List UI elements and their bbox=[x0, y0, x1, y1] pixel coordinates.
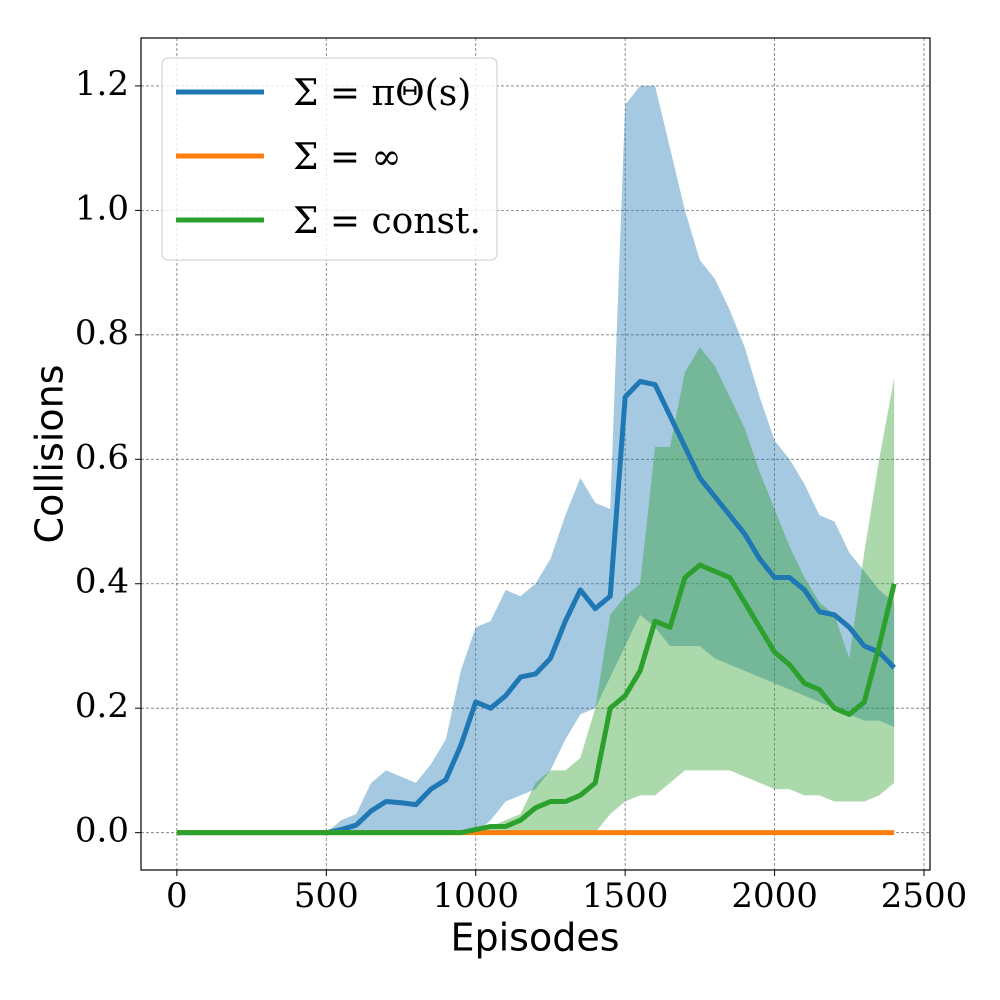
x-tick-label: 2000 bbox=[731, 876, 818, 916]
series-line bbox=[176, 562, 897, 836]
legend-label: Σ = πΘ(s) bbox=[293, 73, 471, 114]
legend-label: Σ = const. bbox=[293, 201, 481, 242]
legend-label: Σ = ∞ bbox=[293, 137, 402, 178]
confidence-band bbox=[176, 347, 895, 833]
y-tick-label: 0.2 bbox=[75, 686, 129, 726]
y-axis-label: Collisions bbox=[28, 365, 72, 544]
x-tick-label: 1000 bbox=[432, 876, 519, 916]
plot-frame bbox=[140, 37, 931, 871]
x-tick-label: 500 bbox=[294, 876, 359, 916]
y-tick-label: 1.2 bbox=[75, 64, 129, 104]
y-tick-label: 0.8 bbox=[75, 313, 129, 353]
x-tick-label: 1500 bbox=[582, 876, 669, 916]
x-tick-label: 2500 bbox=[881, 876, 968, 916]
y-tick-label: 1.0 bbox=[75, 188, 129, 228]
confidence-band bbox=[176, 85, 895, 833]
y-tick-label: 0.6 bbox=[75, 437, 129, 477]
x-tick-label: 0 bbox=[166, 876, 188, 916]
y-tick-label: 0.4 bbox=[75, 562, 129, 602]
y-tick-label: 0.0 bbox=[75, 811, 129, 851]
x-axis-label: Episodes bbox=[450, 916, 619, 960]
legend-box bbox=[161, 57, 498, 261]
